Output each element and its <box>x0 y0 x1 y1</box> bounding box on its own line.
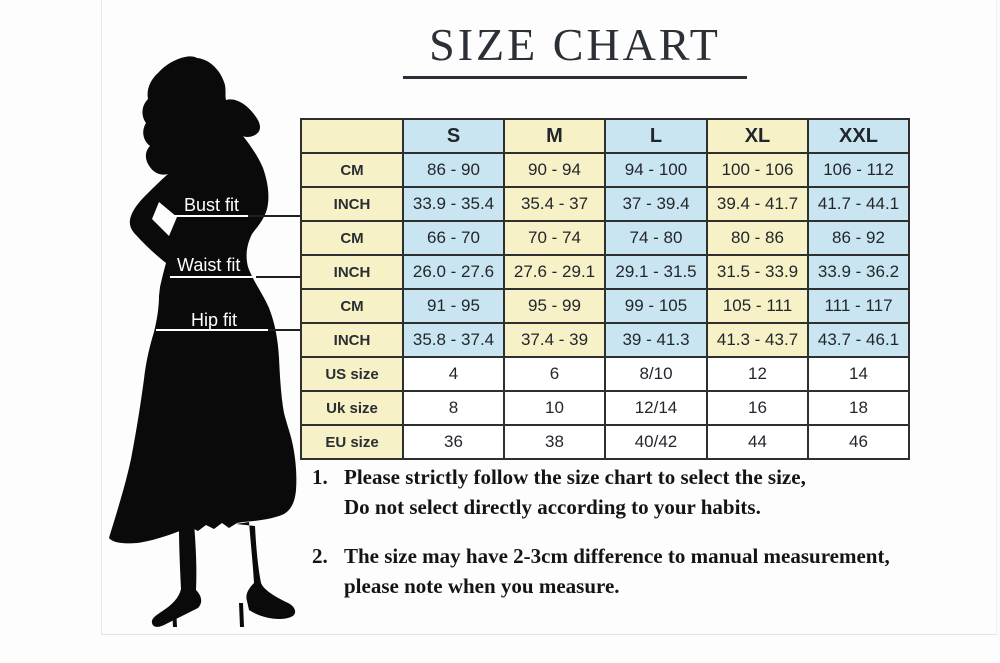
size-value-cell: 37 - 39.4 <box>604 186 708 222</box>
row-label-cell: US size <box>300 356 404 392</box>
note-line: Do not select directly according to your… <box>344 495 761 519</box>
size-value-cell: 41.7 - 44.1 <box>807 186 910 222</box>
waist-fit-line <box>256 276 300 278</box>
size-value-cell: 90 - 94 <box>503 152 606 188</box>
size-value-cell: 6 <box>503 356 606 392</box>
table-row: CM 86 - 90 90 - 94 94 - 100 100 - 106 106 - 1… <box>300 152 910 188</box>
size-value-cell: 105 - 111 <box>706 288 809 324</box>
size-value-cell: 111 - 117 <box>807 288 910 324</box>
size-value-cell: 4 <box>402 356 505 392</box>
bust-fit-label: Bust fit <box>184 195 240 215</box>
note-item: 2. The size may have 2-3cm difference to… <box>312 541 1000 601</box>
size-value-cell: 39 - 41.3 <box>604 322 708 358</box>
note-number: 2. <box>312 544 328 568</box>
size-value-cell: 37.4 - 39 <box>503 322 606 358</box>
size-value-cell: 31.5 - 33.9 <box>706 254 809 290</box>
row-label-cell: Uk size <box>300 390 404 426</box>
size-value-cell: 40/42 <box>604 424 708 460</box>
table-row: Uk size 8 10 12/14 16 18 <box>300 390 910 426</box>
waist-fit-line-white <box>170 276 264 278</box>
size-value-cell: 80 - 86 <box>706 220 809 256</box>
table-row: CM 91 - 95 95 - 99 99 - 105 105 - 111 111 - 1… <box>300 288 910 324</box>
table-row: INCH 26.0 - 27.6 27.6 - 29.1 29.1 - 31.5 31.… <box>300 254 910 290</box>
table-row: CM 66 - 70 70 - 74 74 - 80 80 - 86 86 - 92 <box>300 220 910 256</box>
size-value-cell: 86 - 92 <box>807 220 910 256</box>
size-value-cell: 41.3 - 43.7 <box>706 322 809 358</box>
size-value-cell: 44 <box>706 424 809 460</box>
table-row: EU size 36 38 40/42 44 46 <box>300 424 910 460</box>
note-text: The size may have 2-3cm difference to ma… <box>344 541 1000 601</box>
size-value-cell: 33.9 - 36.2 <box>807 254 910 290</box>
size-column-header: S <box>402 118 505 154</box>
row-label-cell: CM <box>300 220 404 256</box>
size-value-cell: 46 <box>807 424 910 460</box>
size-value-cell: 95 - 99 <box>503 288 606 324</box>
table-row: INCH 35.8 - 37.4 37.4 - 39 39 - 41.3 41.3 - … <box>300 322 910 358</box>
notes: 1. Please strictly follow the size chart… <box>312 462 1000 601</box>
woman-silhouette-icon <box>109 56 297 627</box>
note-line: Please strictly follow the size chart to… <box>344 465 806 489</box>
size-value-cell: 43.7 - 46.1 <box>807 322 910 358</box>
row-label-cell: CM <box>300 288 404 324</box>
size-value-cell: 14 <box>807 356 910 392</box>
size-value-cell: 35.4 - 37 <box>503 186 606 222</box>
hip-fit-line <box>268 329 300 331</box>
size-value-cell: 18 <box>807 390 910 426</box>
row-label-cell: INCH <box>300 254 404 290</box>
size-value-cell: 86 - 90 <box>402 152 505 188</box>
size-value-cell: 38 <box>503 424 606 460</box>
size-value-cell: 26.0 - 27.6 <box>402 254 505 290</box>
size-value-cell: 91 - 95 <box>402 288 505 324</box>
size-value-cell: 16 <box>706 390 809 426</box>
size-table: S M L XL XXL CM 86 - 90 90 - 94 94 - 100 100 - 1… <box>300 118 910 460</box>
size-value-cell: 10 <box>503 390 606 426</box>
note-number: 1. <box>312 465 328 489</box>
note-text: Please strictly follow the size chart to… <box>344 462 1000 522</box>
note-line: The size may have 2-3cm difference to ma… <box>344 544 890 568</box>
table-row: US size 4 6 8/10 12 14 <box>300 356 910 392</box>
size-column-header: L <box>604 118 708 154</box>
size-value-cell: 29.1 - 31.5 <box>604 254 708 290</box>
row-label-cell: INCH <box>300 322 404 358</box>
size-value-cell: 8/10 <box>604 356 708 392</box>
size-table-header: S M L XL XXL <box>300 118 910 154</box>
size-value-cell: 70 - 74 <box>503 220 606 256</box>
bust-fit-line <box>248 215 300 217</box>
hip-fit-label: Hip fit <box>191 310 238 330</box>
size-value-cell: 99 - 105 <box>604 288 708 324</box>
size-value-cell: 36 <box>402 424 505 460</box>
bust-fit-line-white <box>160 215 256 217</box>
size-value-cell: 33.9 - 35.4 <box>402 186 505 222</box>
page-title: SIZE CHART <box>403 16 747 79</box>
size-table-body: CM 86 - 90 90 - 94 94 - 100 100 - 106 106 - 1… <box>300 152 910 460</box>
size-value-cell: 8 <box>402 390 505 426</box>
size-value-cell: 39.4 - 41.7 <box>706 186 809 222</box>
row-label-cell: EU size <box>300 424 404 460</box>
size-value-cell: 106 - 112 <box>807 152 910 188</box>
waist-fit-label: Waist fit <box>177 255 241 275</box>
size-table-header-row: S M L XL XXL <box>300 118 910 154</box>
corner-cell <box>300 118 404 154</box>
size-value-cell: 12 <box>706 356 809 392</box>
size-value-cell: 94 - 100 <box>604 152 708 188</box>
row-label-cell: INCH <box>300 186 404 222</box>
size-column-header: XXL <box>807 118 910 154</box>
size-value-cell: 66 - 70 <box>402 220 505 256</box>
size-value-cell: 74 - 80 <box>604 220 708 256</box>
hip-fit-line-white <box>156 329 278 331</box>
row-label-cell: CM <box>300 152 404 188</box>
size-column-header: M <box>503 118 606 154</box>
size-value-cell: 27.6 - 29.1 <box>503 254 606 290</box>
note-item: 1. Please strictly follow the size chart… <box>312 462 1000 522</box>
size-value-cell: 35.8 - 37.4 <box>402 322 505 358</box>
note-line: please note when you measure. <box>344 574 620 598</box>
size-value-cell: 100 - 106 <box>706 152 809 188</box>
size-column-header: XL <box>706 118 809 154</box>
size-value-cell: 12/14 <box>604 390 708 426</box>
table-row: INCH 33.9 - 35.4 35.4 - 37 37 - 39.4 39.4 - … <box>300 186 910 222</box>
